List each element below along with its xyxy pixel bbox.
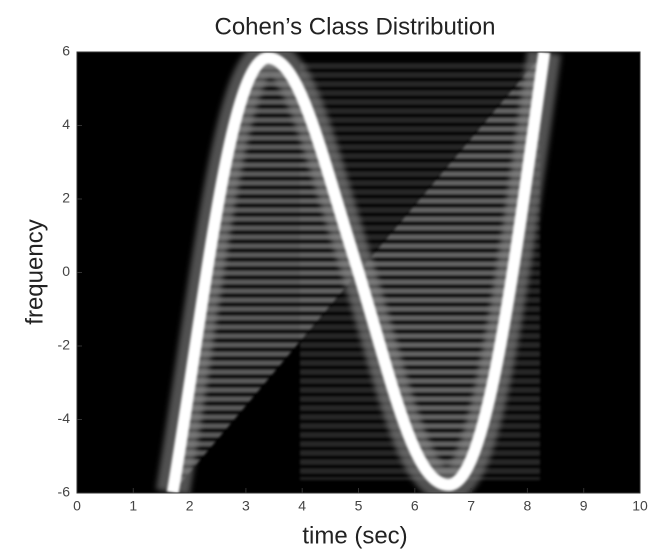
y-tick-label: -6 (58, 484, 71, 500)
x-tick-label: 0 (73, 498, 81, 514)
y-tick-label: 4 (62, 116, 70, 132)
y-tick-label: -4 (58, 410, 71, 426)
y-axis-label: frequency (21, 219, 48, 324)
x-tick-label: 2 (186, 498, 194, 514)
x-tick-label: 10 (632, 498, 648, 514)
curve (166, 52, 551, 493)
y-tick-label: 6 (62, 43, 70, 59)
y-tick-label: 0 (62, 263, 70, 279)
plot-area (77, 52, 640, 493)
x-tick-label: 5 (355, 498, 363, 514)
y-tick-label: -2 (58, 337, 71, 353)
y-tick-label: 2 (62, 190, 70, 206)
x-tick-label: 8 (524, 498, 532, 514)
chart-title: Cohen’s Class Distribution (214, 13, 495, 40)
x-tick-label: 7 (467, 498, 475, 514)
x-axis-label: time (sec) (302, 522, 407, 549)
x-tick-label: 6 (411, 498, 419, 514)
x-tick-label: 9 (580, 498, 588, 514)
x-tick-label: 3 (242, 498, 250, 514)
x-tick-label: 1 (129, 498, 137, 514)
x-tick-label: 4 (298, 498, 306, 514)
